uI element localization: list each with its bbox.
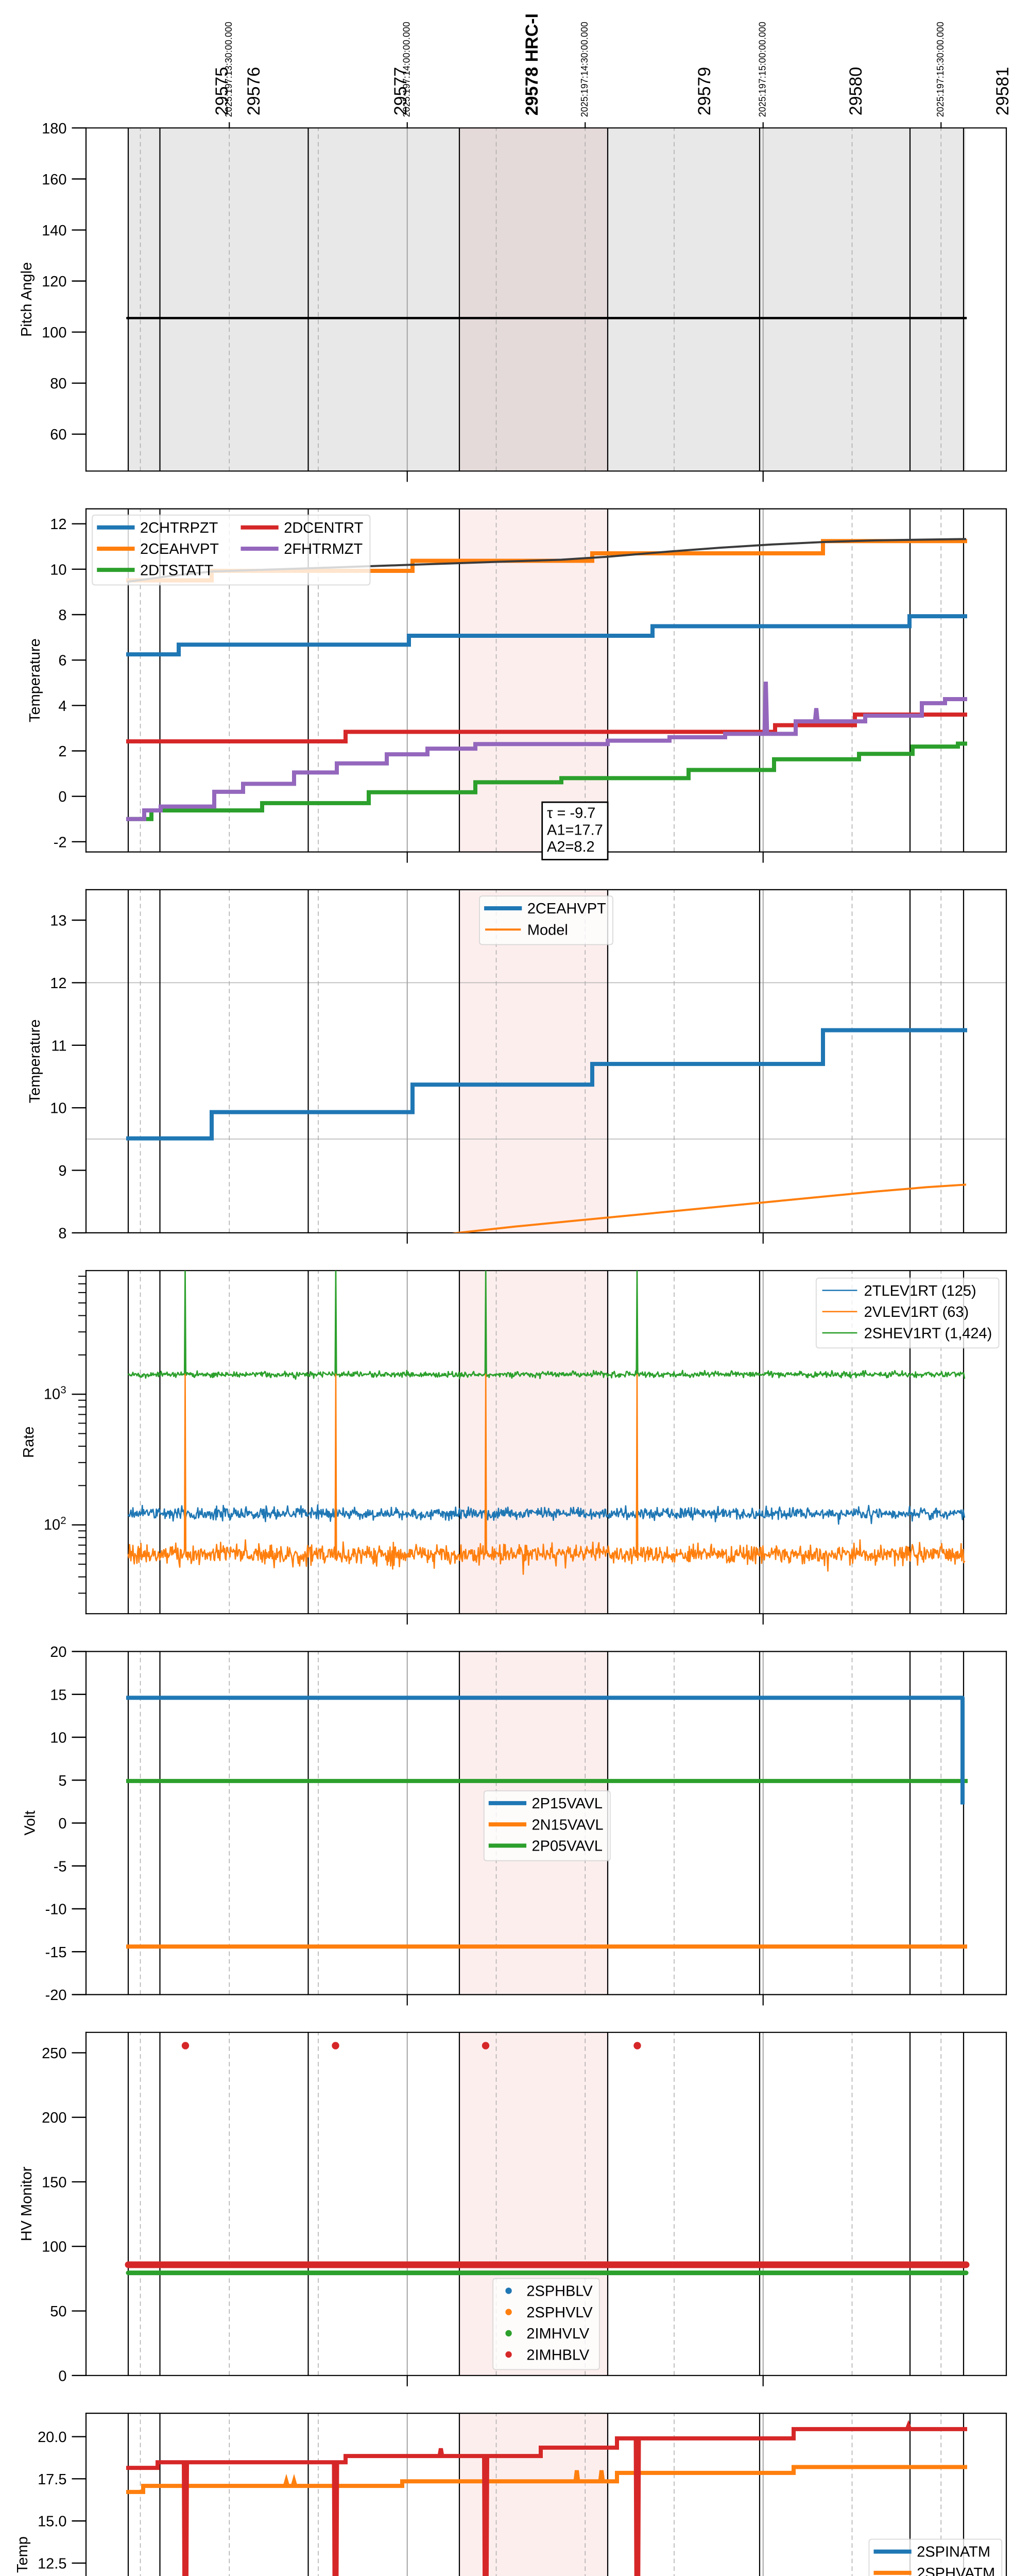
svg-text:5: 5: [58, 1773, 66, 1789]
svg-text:10: 10: [50, 562, 66, 578]
svg-text:29578 HRC-I: 29578 HRC-I: [522, 13, 542, 115]
svg-text:2P05VAVL: 2P05VAVL: [532, 1838, 603, 1855]
svg-text:250: 250: [42, 2045, 66, 2062]
svg-text:17.5: 17.5: [38, 2471, 66, 2488]
svg-text:2SPHVLV: 2SPHVLV: [526, 2304, 593, 2321]
svg-text:6: 6: [58, 653, 66, 669]
svg-text:2P15VAVL: 2P15VAVL: [532, 1795, 603, 1812]
svg-text:29575: 29575: [212, 67, 232, 116]
svg-text:12: 12: [50, 516, 66, 533]
svg-text:-20: -20: [45, 1987, 67, 2004]
svg-text:-2: -2: [54, 834, 67, 851]
svg-text:2025:197:15:30:00.000: 2025:197:15:30:00.000: [935, 22, 946, 117]
svg-text:8: 8: [58, 1225, 66, 1242]
svg-text:100: 100: [42, 325, 66, 341]
svg-text:2025:197:13:30:00.000: 2025:197:13:30:00.000: [224, 22, 234, 117]
svg-text:15: 15: [50, 1687, 66, 1703]
svg-text:2SPINATM: 2SPINATM: [917, 2544, 990, 2561]
svg-text:200: 200: [42, 2110, 66, 2126]
svg-text:11: 11: [51, 1038, 66, 1054]
svg-text:Temperature: Temperature: [27, 638, 43, 722]
svg-text:2TLEV1RT (125): 2TLEV1RT (125): [864, 1283, 976, 1299]
svg-text:2N15VAVL: 2N15VAVL: [532, 1817, 604, 1833]
svg-text:2IMHBLV: 2IMHBLV: [526, 2347, 590, 2363]
svg-text:140: 140: [42, 223, 66, 239]
svg-text:-5: -5: [54, 1858, 67, 1875]
svg-text:2CEAHVPT: 2CEAHVPT: [140, 541, 219, 557]
svg-text:10: 10: [50, 1100, 66, 1117]
svg-text:-10: -10: [45, 1902, 67, 1918]
svg-text:13: 13: [50, 913, 66, 929]
svg-text:60: 60: [50, 427, 66, 443]
svg-text:2DCENTRT: 2DCENTRT: [284, 520, 363, 536]
svg-text:Pitch Angle: Pitch Angle: [19, 262, 35, 337]
svg-text:150: 150: [42, 2174, 66, 2191]
svg-text:2SPHBLV: 2SPHBLV: [526, 2283, 593, 2300]
svg-text:1 0 2: 1 0 2: [44, 1515, 66, 1533]
svg-text:12: 12: [50, 975, 66, 992]
svg-text:2025:197:14:00:00.000: 2025:197:14:00:00.000: [401, 22, 411, 117]
svg-text:2025:197:15:00:00.000: 2025:197:15:00:00.000: [757, 22, 767, 117]
svg-text:2CHTRPZT: 2CHTRPZT: [140, 520, 218, 536]
svg-text:1 0 3: 1 0 3: [44, 1385, 66, 1403]
svg-text:29576: 29576: [244, 67, 264, 116]
svg-text:20: 20: [50, 1644, 66, 1660]
svg-text:20.0: 20.0: [38, 2429, 66, 2446]
svg-text:A2=8.2: A2=8.2: [547, 839, 595, 855]
svg-text:8: 8: [58, 607, 66, 624]
svg-text:80: 80: [50, 376, 66, 392]
svg-text:Temperature: Temperature: [27, 1020, 43, 1104]
svg-text:12.5: 12.5: [38, 2555, 66, 2572]
svg-text:29580: 29580: [846, 67, 866, 116]
svg-text:0: 0: [58, 1816, 66, 1832]
svg-text:-15: -15: [45, 1944, 67, 1961]
svg-text:2: 2: [58, 743, 66, 760]
svg-text:τ = -9.7: τ = -9.7: [547, 805, 595, 821]
svg-text:Volt: Volt: [22, 1810, 39, 1835]
svg-text:Detector Temp: Detector Temp: [14, 2536, 31, 2576]
svg-text:50: 50: [50, 2303, 66, 2320]
svg-text:2DTSTATT: 2DTSTATT: [140, 562, 214, 579]
svg-text:Rate: Rate: [21, 1427, 37, 1458]
svg-text:120: 120: [42, 274, 66, 290]
svg-text:160: 160: [42, 172, 66, 188]
svg-text:HV Monitor: HV Monitor: [19, 2166, 35, 2241]
svg-text:15.0: 15.0: [38, 2514, 66, 2530]
svg-text:2SHEV1RT (1,424): 2SHEV1RT (1,424): [864, 1325, 992, 1342]
svg-text:100: 100: [42, 2239, 66, 2256]
svg-text:2IMHVLV: 2IMHVLV: [526, 2326, 590, 2342]
svg-text:2025:197:14:30:00.000: 2025:197:14:30:00.000: [579, 22, 590, 117]
svg-text:A1=17.7: A1=17.7: [547, 822, 603, 838]
svg-text:2CEAHVPT: 2CEAHVPT: [527, 901, 606, 917]
svg-text:2VLEV1RT (63): 2VLEV1RT (63): [864, 1304, 969, 1320]
svg-text:4: 4: [58, 698, 66, 715]
svg-text:9: 9: [58, 1163, 66, 1179]
svg-text:Model: Model: [527, 922, 568, 938]
svg-text:29581: 29581: [993, 67, 1012, 116]
svg-text:180: 180: [42, 121, 66, 137]
svg-text:29577: 29577: [391, 67, 410, 116]
svg-text:0: 0: [58, 789, 66, 805]
svg-text:29579: 29579: [695, 67, 714, 116]
svg-text:10: 10: [50, 1730, 66, 1747]
svg-text:2SPHVATM: 2SPHVATM: [917, 2565, 995, 2576]
svg-text:0: 0: [58, 2368, 66, 2384]
svg-text:2FHTRMZT: 2FHTRMZT: [284, 541, 363, 557]
